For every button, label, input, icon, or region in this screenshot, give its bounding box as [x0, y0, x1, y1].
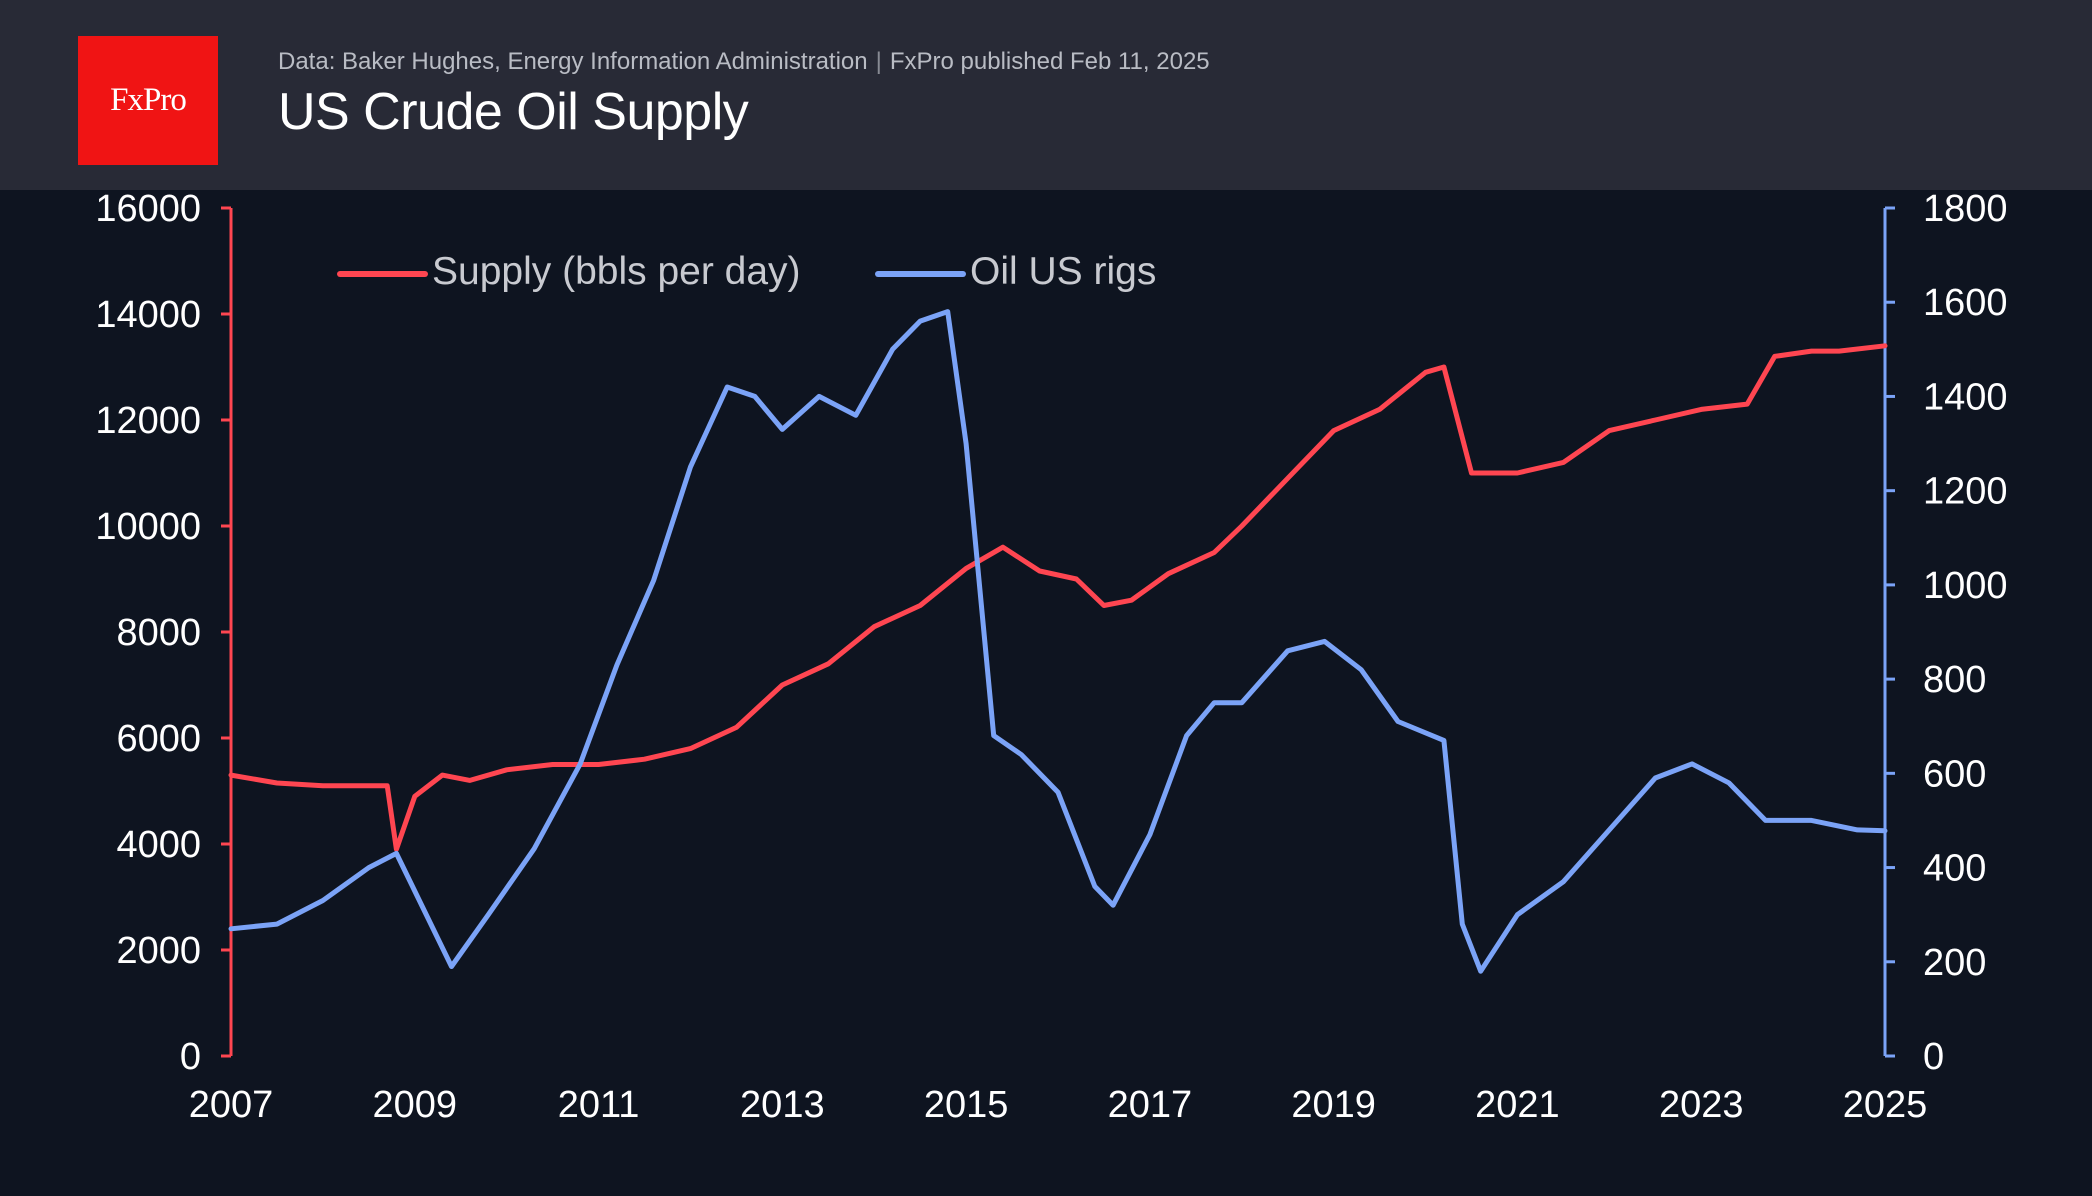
axes: 0 2000 4000 6000 8000 10000 12000 14000 16000 0 20…	[95, 188, 2007, 1126]
x-tick-label: 2009	[373, 1084, 458, 1126]
chart-title: US Crude Oil Supply	[278, 83, 749, 141]
source-text: Data: Baker Hughes, Energy Information A…	[278, 48, 868, 75]
x-tick-label: 2017	[1108, 1084, 1193, 1126]
left-tick-label: 14000	[95, 294, 201, 336]
right-tick-label: 1000	[1923, 565, 2008, 607]
right-tick-label: 0	[1923, 1036, 1944, 1078]
rigs-line	[228, 309, 1888, 974]
right-tick-label: 800	[1923, 659, 1986, 701]
left-tick-label: 8000	[116, 612, 201, 654]
right-tick-label: 1400	[1923, 376, 2008, 418]
left-tick-label: 6000	[116, 718, 201, 760]
left-tick-label: 4000	[116, 824, 201, 866]
left-tick-label: 0	[180, 1036, 201, 1078]
x-tick-label: 2013	[740, 1084, 825, 1126]
separator: |	[875, 48, 882, 75]
x-tick-label: 2021	[1475, 1084, 1560, 1126]
right-tick-label: 1600	[1923, 282, 2008, 324]
fxpro-logo: FxPro	[78, 36, 218, 165]
right-tick-label: 1200	[1923, 471, 2008, 513]
legend-supply-label: Supply (bbls per day)	[432, 250, 801, 293]
supply-line	[228, 343, 1888, 852]
published-text: FxPro published Feb 11, 2025	[889, 48, 1210, 75]
left-tick-label: 16000	[95, 188, 201, 230]
legend: Supply (bbls per day) Oil US rigs	[337, 250, 1156, 293]
right-tick-label: 400	[1923, 848, 1986, 890]
chart-header: FxPro Data: Baker Hughes, Energy Informa…	[0, 0, 2092, 190]
left-tick-label: 2000	[116, 930, 201, 972]
x-tick-label: 2007	[189, 1084, 274, 1126]
legend-rigs-label: Oil US rigs	[970, 250, 1156, 293]
x-tick-label: 2019	[1291, 1084, 1376, 1126]
series-lines	[228, 309, 1888, 974]
right-tick-label: 200	[1923, 942, 1986, 984]
x-tick-label: 2025	[1843, 1084, 1928, 1126]
x-tick-label: 2023	[1659, 1084, 1744, 1126]
x-tick-label: 2015	[924, 1084, 1009, 1126]
left-tick-label: 10000	[95, 506, 201, 548]
left-tick-label: 12000	[95, 400, 201, 442]
x-tick-label: 2011	[558, 1084, 640, 1126]
right-tick-label: 1800	[1923, 188, 2008, 230]
chart-source: Data: Baker Hughes, Energy Information A…	[278, 48, 1210, 76]
right-tick-label: 600	[1923, 753, 1986, 795]
logo-text: FxPro	[110, 82, 187, 118]
